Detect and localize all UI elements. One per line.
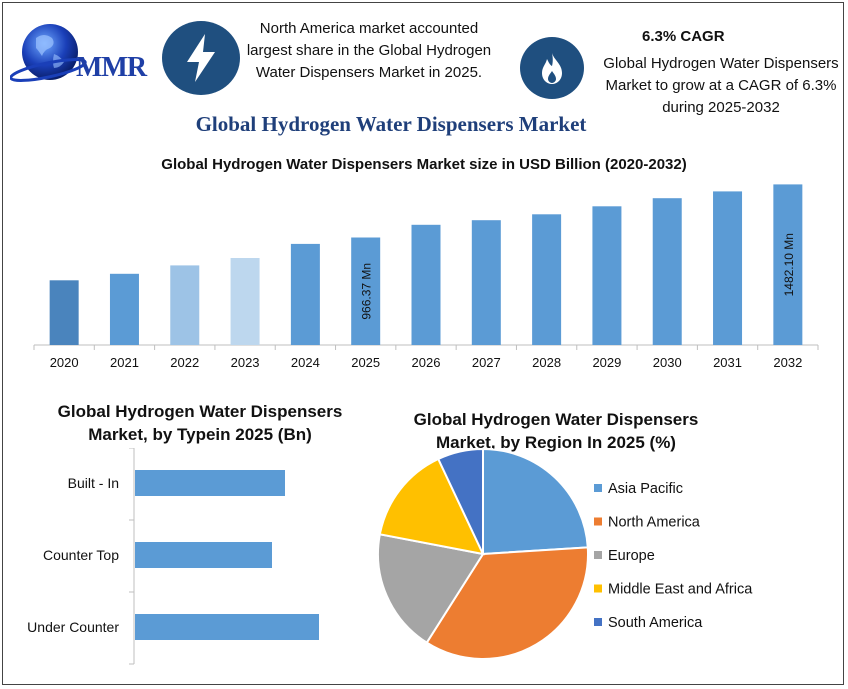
- x-tick-label: 2024: [291, 355, 320, 370]
- bar-2031: [713, 191, 743, 345]
- x-tick-label: 2028: [532, 355, 561, 370]
- pie-slice-middle-east-and-africa: [378, 457, 485, 556]
- legend-label: Asia Pacific: [608, 481, 683, 497]
- bar-2030: [652, 198, 682, 345]
- legend-label: North America: [608, 515, 701, 531]
- logo-text: MMR: [76, 52, 147, 83]
- legend-swatch: [594, 517, 602, 526]
- bar-2028: [532, 214, 562, 345]
- north-america-note: North America market accounted largest s…: [246, 20, 492, 81]
- legend-label: Middle East and Africa: [608, 582, 753, 598]
- x-tick-label: 2032: [773, 355, 802, 370]
- x-tick-label: 2026: [412, 355, 441, 370]
- x-tick-label: 2029: [592, 355, 621, 370]
- bar-2026: [411, 224, 441, 345]
- bar-counter-top: [135, 542, 272, 568]
- y-tick-label: Counter Top: [43, 547, 119, 563]
- type-chart-title: Global Hydrogen Water Dispensers Market,…: [57, 402, 343, 444]
- pie-slice-europe: [377, 533, 485, 645]
- pie-slice-north-america: [425, 546, 589, 660]
- bar-2021: [109, 273, 139, 345]
- lightning-bolt-icon: [162, 21, 240, 95]
- legend-swatch: [594, 618, 602, 626]
- x-tick-label: 2030: [653, 355, 682, 370]
- data-label-2032: 1482.10 Mn: [782, 233, 796, 296]
- y-tick-label: Built - In: [68, 475, 119, 491]
- region-pie-chart: Asia Pacific North America Europe Middle Ea…: [377, 448, 753, 660]
- bar-built-in: [135, 470, 285, 496]
- market-size-chart-title: Global Hydrogen Water Dispensers Market …: [161, 156, 687, 173]
- flame-icon: [520, 37, 584, 99]
- bar-2020: [49, 280, 79, 345]
- legend-swatch: [594, 551, 602, 559]
- x-tick-label: 2027: [472, 355, 501, 370]
- market-size-bar-chart: 2020 2021 2022 2023 2024 2025 2026 2027 2028 2029…: [33, 184, 819, 370]
- bar-2032: [773, 184, 803, 345]
- bar-under-counter: [135, 614, 319, 640]
- cagr-note: Global Hydrogen Water Dispensers Market …: [603, 55, 839, 116]
- x-tick-label: 2025: [351, 355, 380, 370]
- bar-2027: [471, 220, 501, 345]
- x-tick-label: 2020: [50, 355, 79, 370]
- cagr-title: 6.3% CAGR: [642, 28, 725, 45]
- region-chart-title: Global Hydrogen Water Dispensers Market,…: [413, 410, 699, 452]
- pie-slice-asia-pacific: [482, 448, 589, 556]
- globe-icon: [10, 24, 87, 82]
- bar-2024: [290, 243, 320, 345]
- x-tick-label: 2031: [713, 355, 742, 370]
- bar-2029: [592, 206, 622, 345]
- pie-slice-south-america: [436, 448, 484, 555]
- legend-label: Europe: [608, 548, 655, 564]
- legend-label: South America: [608, 615, 703, 631]
- x-tick-label: 2021: [110, 355, 139, 370]
- type-bar-chart: Built - In Counter Top Under Counter: [27, 448, 319, 665]
- main-title: Global Hydrogen Water Dispensers Market: [195, 112, 587, 136]
- bar-2022: [170, 265, 200, 345]
- bar-2023: [230, 258, 260, 345]
- legend-swatch: [594, 484, 602, 492]
- mmr-logo: MMR: [10, 18, 160, 88]
- x-tick-label: 2022: [170, 355, 199, 370]
- y-tick-label: Under Counter: [27, 619, 119, 635]
- bar-2025: [351, 237, 381, 345]
- data-label-2025: 966.37 Mn: [360, 263, 374, 320]
- legend-swatch: [594, 584, 602, 593]
- x-tick-label: 2023: [231, 355, 260, 370]
